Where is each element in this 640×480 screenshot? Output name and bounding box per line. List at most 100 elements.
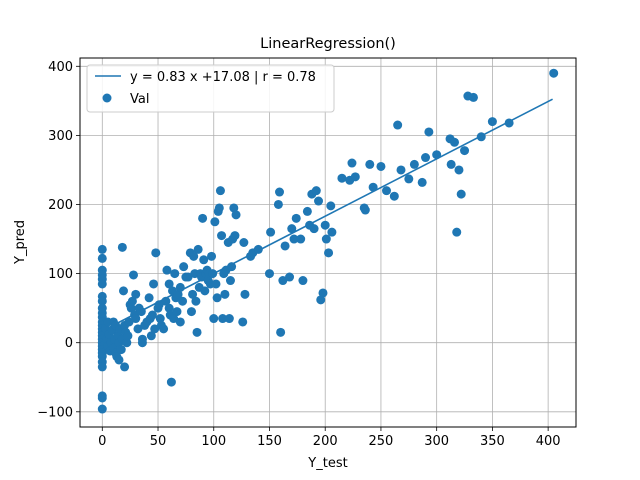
data-point [155, 314, 165, 324]
x-tick-label: 150 [257, 434, 282, 449]
data-point [314, 196, 324, 206]
data-point [192, 327, 202, 337]
data-point [452, 227, 462, 237]
y-tick-label: 100 [48, 267, 73, 282]
data-point [298, 276, 308, 286]
data-point [210, 217, 220, 227]
data-point [175, 282, 185, 292]
data-point [179, 262, 189, 272]
data-point [97, 393, 107, 403]
data-point [396, 165, 406, 175]
data-point [278, 276, 288, 286]
data-point [114, 355, 124, 365]
data-point [350, 172, 360, 182]
x-tick-label: 200 [313, 434, 338, 449]
data-point [291, 213, 301, 223]
data-point [421, 153, 431, 163]
data-point [122, 338, 132, 348]
data-point [131, 289, 141, 299]
data-point [211, 279, 221, 289]
data-point [273, 199, 283, 209]
data-point [280, 241, 290, 251]
x-tick-label: 50 [150, 434, 167, 449]
data-point [225, 276, 235, 286]
data-point [117, 242, 127, 252]
data-point [309, 224, 319, 234]
data-point [253, 244, 263, 254]
x-tick-label: 250 [369, 434, 394, 449]
x-tick-label: 0 [98, 434, 106, 449]
data-point [360, 205, 370, 215]
y-tick-label: 0 [65, 336, 73, 351]
data-point [239, 238, 249, 247]
legend: y = 0.83 x +17.08 | r = 0.78 Val [86, 64, 335, 113]
data-point [212, 293, 222, 303]
data-point [326, 201, 336, 211]
legend-marker-swatch [102, 93, 112, 103]
data-point [178, 296, 188, 306]
data-point [382, 186, 392, 196]
data-point [131, 314, 141, 324]
data-point [316, 295, 326, 305]
data-point [389, 191, 399, 201]
data-point [150, 324, 160, 334]
data-point [321, 234, 331, 244]
data-point [123, 331, 133, 341]
data-point [337, 173, 347, 183]
data-point [217, 231, 227, 241]
data-point [376, 161, 386, 171]
data-point [129, 270, 139, 280]
data-point [214, 203, 224, 213]
data-point [266, 227, 276, 237]
data-point [97, 244, 107, 254]
data-point [97, 279, 107, 289]
data-point [127, 296, 137, 306]
data-point [409, 159, 419, 169]
data-point [318, 288, 328, 298]
x-tick-label: 300 [424, 434, 449, 449]
data-point [504, 118, 514, 128]
data-point [189, 251, 199, 261]
data-point [476, 132, 486, 142]
data-point [159, 324, 169, 334]
data-point [147, 310, 157, 320]
data-point [151, 248, 161, 258]
data-point [97, 296, 107, 306]
legend-entry-val: Val [130, 92, 149, 107]
data-point [198, 213, 208, 223]
data-point [162, 265, 172, 275]
data-point [311, 186, 321, 196]
x-tick-label: 400 [536, 434, 561, 449]
data-point [191, 296, 201, 306]
data-point [186, 307, 196, 317]
data-point [368, 182, 378, 192]
data-point [164, 303, 174, 313]
data-point [287, 224, 297, 234]
y-tick-label: 400 [48, 60, 73, 75]
data-point [365, 159, 375, 169]
x-axis-label: Y_test [307, 456, 347, 471]
data-point [97, 404, 107, 414]
data-point [460, 146, 470, 156]
data-point [166, 377, 176, 387]
data-point [118, 286, 128, 296]
data-point [289, 234, 299, 244]
data-point [136, 307, 146, 317]
data-point [404, 174, 414, 184]
data-point [220, 289, 230, 299]
y-tick-label: −100 [37, 405, 73, 420]
legend-entry-fit-line: y = 0.83 x +17.08 | r = 0.78 [130, 70, 316, 85]
data-point [208, 269, 218, 279]
data-point [468, 92, 478, 102]
data-point [207, 251, 217, 261]
x-tick-label: 100 [201, 434, 226, 449]
data-point [218, 314, 228, 324]
data-point [456, 189, 466, 199]
y-axis-label: Y_pred [13, 220, 28, 265]
data-point [240, 289, 250, 299]
data-point [347, 158, 357, 168]
data-point [193, 244, 203, 254]
data-point [229, 203, 239, 213]
data-point [126, 303, 136, 313]
